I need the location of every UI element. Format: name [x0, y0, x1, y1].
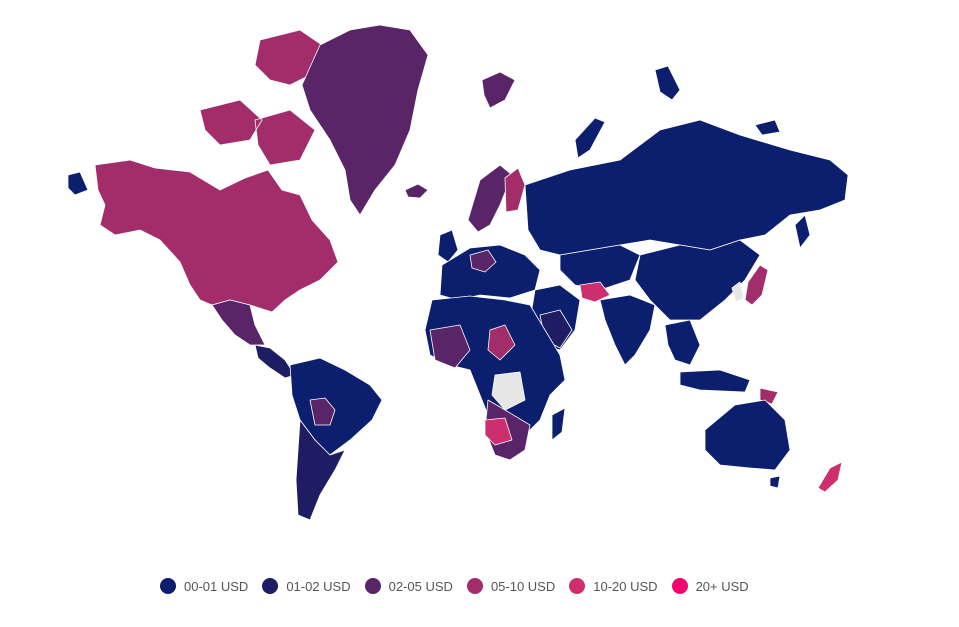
legend-label: 10-20 USD [593, 578, 658, 594]
region-japan[interactable] [744, 264, 769, 306]
region-svalbard[interactable] [481, 71, 516, 109]
region-australia[interactable] [704, 399, 791, 471]
legend-item[interactable]: 02-05 USD [364, 578, 453, 594]
legend-label: 20+ USD [695, 578, 749, 594]
region-drc-nodata[interactable] [491, 371, 526, 411]
region-central-america[interactable] [254, 344, 296, 379]
region-bolivia[interactable] [309, 397, 336, 426]
region-uk[interactable] [437, 229, 459, 263]
legend-label: 01-02 USD [286, 578, 351, 594]
region-west-africa[interactable] [429, 324, 471, 369]
map-legend: 00-01 USD 01-02 USD 02-05 USD 05-10 USD 10-2… [160, 575, 763, 597]
region-iceland[interactable] [404, 183, 429, 199]
region-novaya-zemlya[interactable] [574, 117, 606, 159]
legend-item[interactable]: 10-20 USD [569, 578, 658, 594]
legend-label: 05-10 USD [490, 578, 556, 594]
legend-item[interactable]: 01-02 USD [262, 578, 351, 594]
region-southeast-asia[interactable] [664, 319, 751, 393]
legend-swatch [466, 578, 483, 594]
region-south-america-north[interactable] [289, 357, 383, 456]
region-siberian-islands[interactable] [654, 65, 781, 136]
region-namibia-botswana[interactable] [484, 417, 513, 446]
region-turkmenistan[interactable] [579, 281, 611, 303]
region-finland[interactable] [504, 167, 526, 213]
legend-item[interactable]: 20+ USD [671, 578, 749, 594]
region-europe-central[interactable] [469, 249, 497, 273]
legend-swatch [671, 578, 688, 594]
region-alaska-tip[interactable] [67, 171, 89, 196]
region-tasmania[interactable] [769, 475, 781, 489]
region-south-america-south[interactable] [295, 419, 346, 521]
legend-swatch [262, 578, 279, 594]
legend-swatch [160, 578, 176, 594]
region-greenland[interactable] [301, 24, 429, 216]
legend-swatch [569, 578, 586, 594]
region-india[interactable] [599, 294, 656, 366]
legend-label: 02-05 USD [388, 578, 453, 594]
legend-item[interactable]: 00-01 USD [160, 578, 248, 594]
legend-item[interactable]: 05-10 USD [466, 578, 556, 594]
legend-label: 00-01 USD [184, 578, 249, 594]
region-madagascar[interactable] [551, 407, 566, 441]
region-new-zealand[interactable] [817, 461, 843, 493]
region-sakhalin[interactable] [794, 214, 811, 249]
region-korea-nodata[interactable] [731, 281, 745, 303]
region-central-asia[interactable] [559, 244, 641, 291]
region-sudan[interactable] [487, 324, 516, 361]
legend-swatch [364, 578, 381, 594]
region-north-america[interactable] [94, 159, 339, 313]
world-choropleth-map [67, 24, 849, 521]
region-arctic-islands[interactable] [199, 29, 323, 166]
region-mexico[interactable] [211, 299, 266, 346]
